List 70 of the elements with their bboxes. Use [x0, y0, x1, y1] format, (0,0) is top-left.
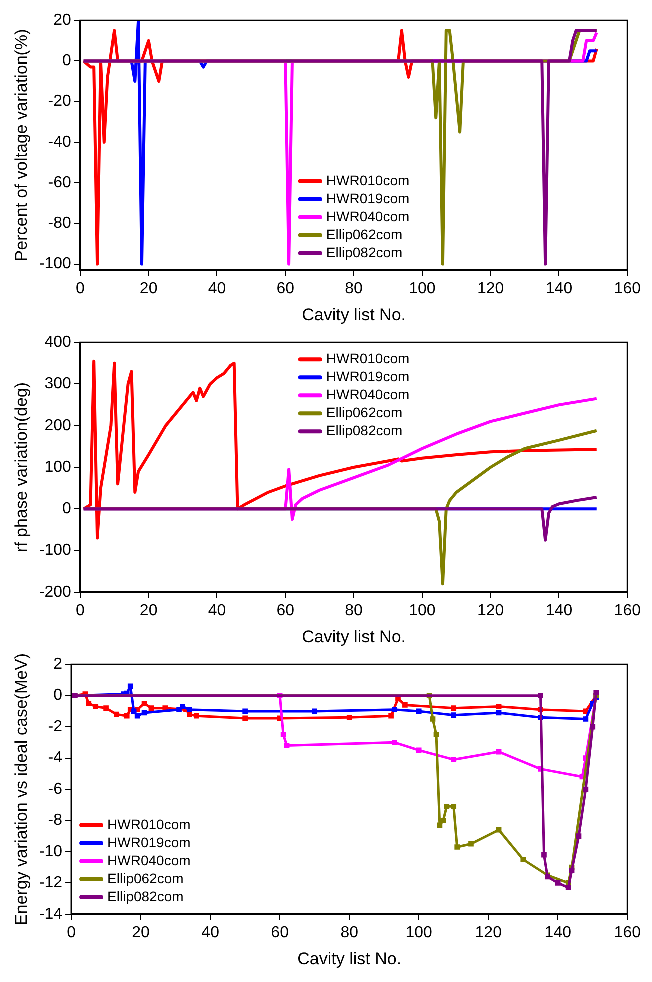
y-tick-label: -6 [48, 780, 63, 798]
x-tick-label: 60 [271, 924, 290, 942]
y-tick-label: -200 [39, 584, 72, 601]
legend-label: HWR019com [108, 834, 191, 850]
y-tick-label: -100 [39, 256, 72, 273]
x-axis-title: Cavity list No. [298, 949, 402, 968]
y-tick-label: 100 [44, 458, 72, 476]
x-tick-label: 100 [406, 924, 433, 942]
legend-label: Ellip062com [326, 404, 403, 420]
x-tick-label: 0 [76, 602, 85, 620]
y-axis-title: Energy variation vs ideal case(MeV) [12, 653, 31, 926]
y-tick-label: 20 [54, 12, 72, 30]
x-tick-label: 20 [132, 924, 150, 942]
x-tick-label: 160 [614, 602, 642, 620]
y-tick-label: 300 [44, 376, 72, 393]
x-tick-label: 80 [345, 280, 364, 298]
legend-label: Ellip082com [326, 244, 403, 260]
x-tick-label: 60 [276, 280, 295, 298]
y-tick-label: 400 [44, 334, 72, 352]
legend-label: HWR019com [326, 368, 410, 384]
legend-label: HWR019com [326, 190, 410, 206]
y-tick-label: 2 [54, 656, 63, 674]
y-tick-label: -60 [48, 174, 72, 192]
legend-label: HWR010com [326, 350, 410, 366]
x-tick-label: 140 [546, 602, 573, 620]
y-tick-label: 200 [44, 417, 72, 434]
legend-label: Ellip082com [108, 888, 184, 904]
y-tick-label: -100 [39, 542, 72, 560]
x-axis-title: Cavity list No. [302, 305, 406, 324]
x-tick-label: 100 [409, 602, 436, 620]
y-tick-label: -14 [39, 906, 63, 923]
x-axis-title: Cavity list No. [302, 627, 406, 646]
y-tick-label: -40 [48, 134, 72, 151]
y-tick-label: -8 [48, 812, 63, 830]
y-tick-label: -20 [48, 93, 72, 110]
x-tick-label: 120 [477, 602, 504, 620]
y-tick-label: -2 [48, 718, 63, 736]
x-tick-label: 100 [409, 280, 436, 298]
y-tick-label: 0 [54, 687, 63, 704]
x-tick-label: 140 [546, 280, 573, 298]
x-tick-label: 40 [208, 280, 226, 298]
y-axis-title: Percent of voltage variation(%) [12, 29, 31, 262]
legend-label: Ellip082com [326, 422, 403, 438]
y-tick-label: -12 [39, 874, 63, 892]
x-tick-label: 0 [76, 280, 85, 298]
x-tick-label: 160 [614, 924, 642, 942]
y-tick-label: 0 [62, 52, 72, 70]
x-tick-label: 160 [614, 280, 642, 298]
legend-label: Ellip062com [326, 226, 403, 242]
x-tick-label: 60 [276, 602, 295, 620]
x-tick-label: 120 [477, 280, 504, 298]
legend-label: Ellip062com [108, 870, 184, 886]
y-tick-label: -4 [48, 750, 63, 767]
legend-label: HWR010com [326, 172, 410, 188]
x-tick-label: 20 [140, 280, 158, 298]
x-tick-label: 80 [340, 924, 359, 942]
y-axis-title: rf phase variation(deg) [12, 382, 31, 553]
legend-label: HWR010com [108, 816, 191, 832]
x-tick-label: 40 [208, 602, 226, 620]
x-tick-label: 20 [140, 602, 158, 620]
x-tick-label: 140 [544, 924, 572, 942]
y-tick-label: 0 [62, 500, 72, 518]
y-tick-label: -80 [48, 215, 72, 232]
y-tick-label: -10 [39, 843, 63, 860]
legend-label: HWR040com [108, 852, 191, 868]
legend-label: HWR040com [326, 386, 410, 402]
x-tick-label: 80 [345, 602, 364, 620]
x-tick-label: 120 [475, 924, 502, 942]
x-tick-label: 40 [202, 924, 220, 942]
legend-label: HWR040com [326, 208, 410, 224]
